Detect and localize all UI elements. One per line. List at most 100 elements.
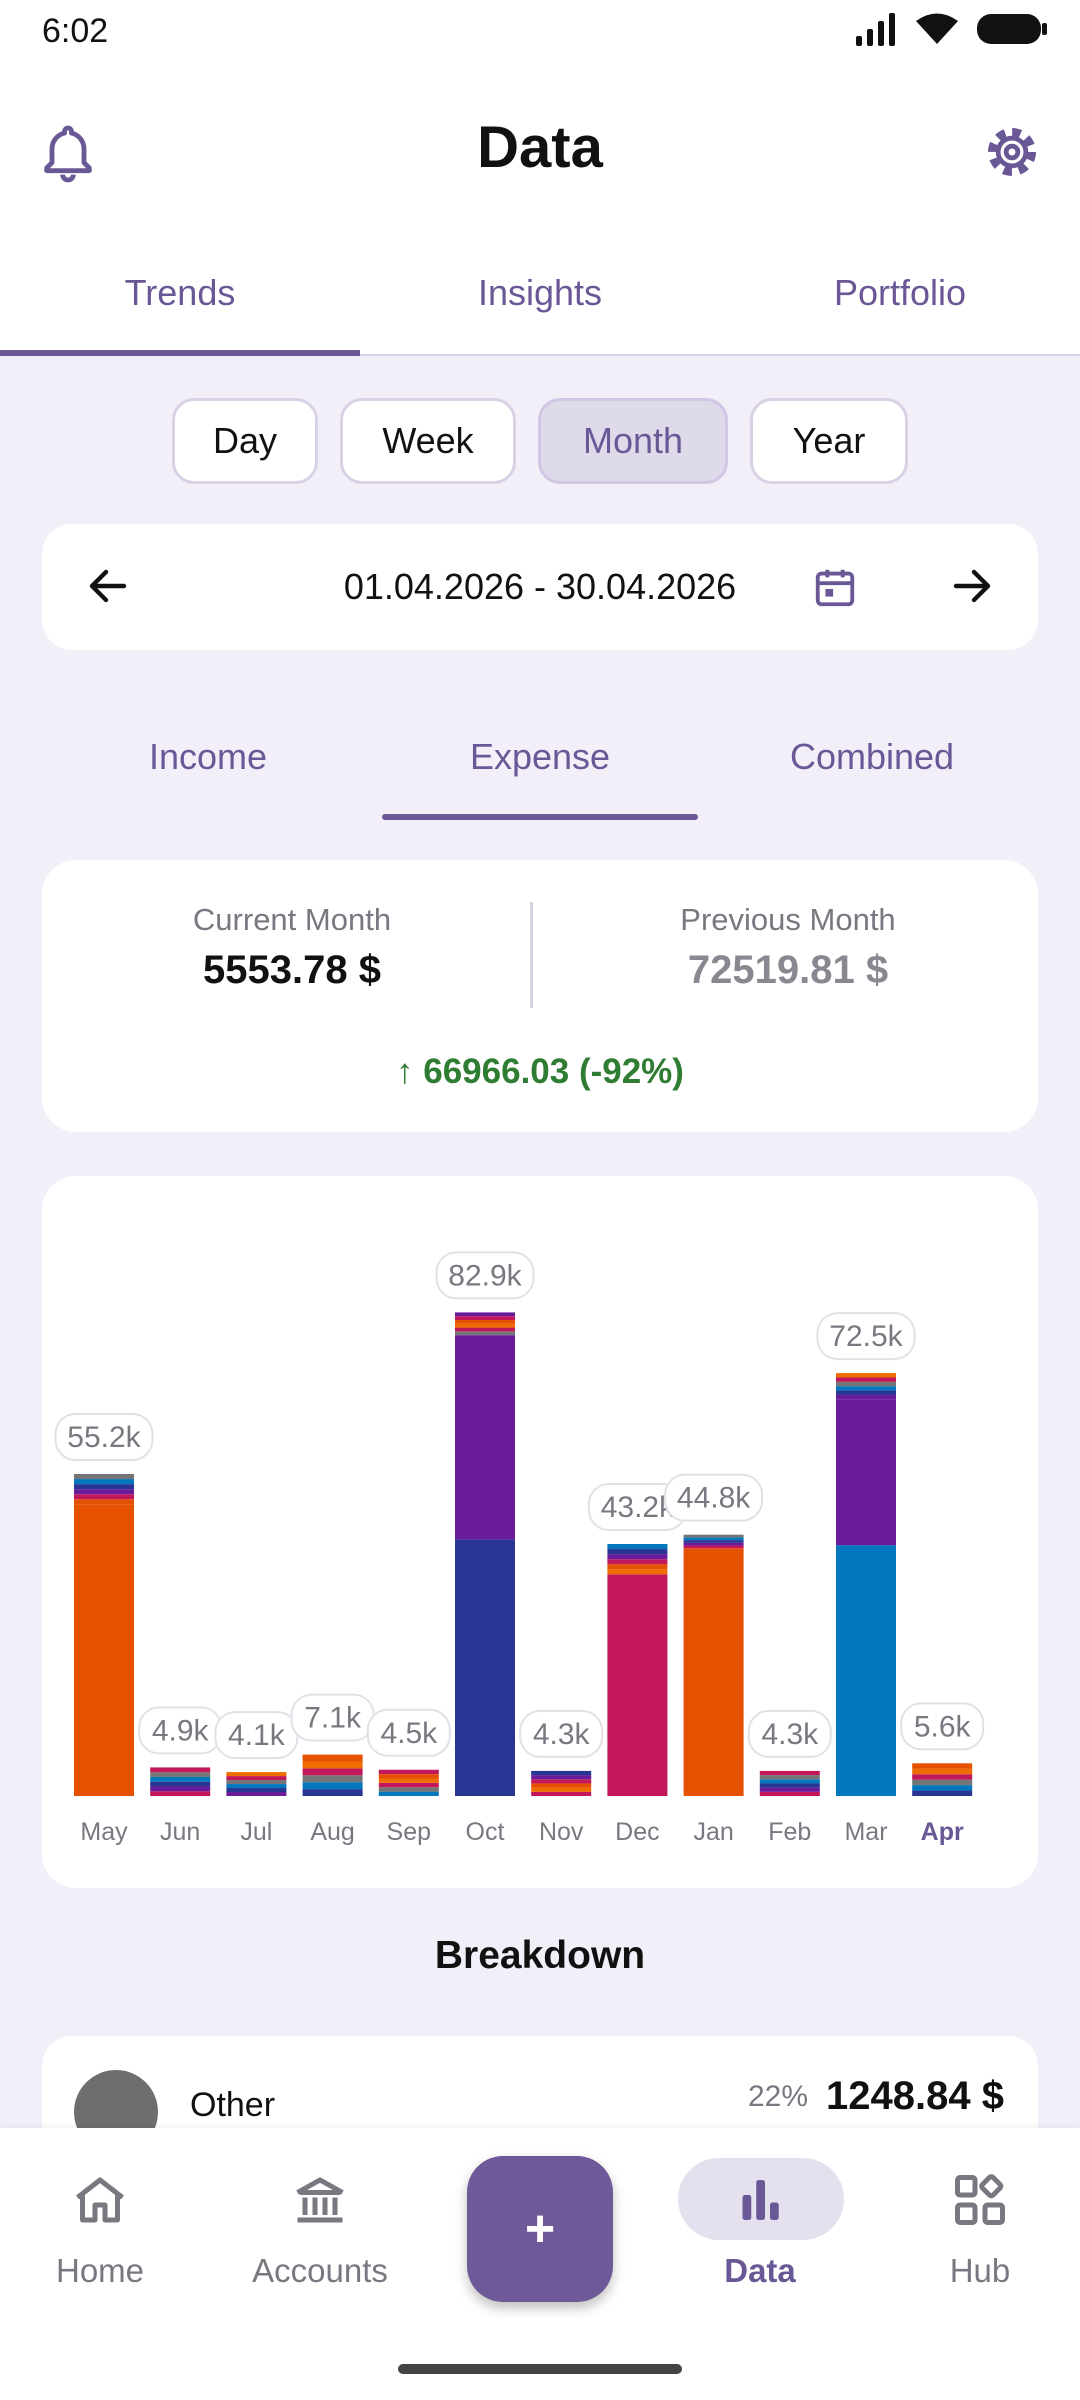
- main-tabs: Trends Insights Portfolio: [0, 230, 1080, 356]
- bar-segment: [836, 1390, 896, 1395]
- tab-insights[interactable]: Insights: [477, 272, 603, 313]
- bar-dec: [607, 1544, 668, 1796]
- home-indicator: [398, 2364, 682, 2374]
- bar-segment: [912, 1768, 973, 1775]
- x-tick-label: Oct: [466, 1818, 505, 1846]
- bar-mar: [836, 1373, 896, 1796]
- bar-segment: [683, 1534, 744, 1538]
- bar-segment: [150, 1776, 211, 1782]
- bar-segment: [455, 1327, 515, 1332]
- bell-icon[interactable]: [36, 120, 100, 184]
- x-tick-label: Feb: [768, 1818, 811, 1846]
- bar-apr: [912, 1763, 973, 1796]
- bar-segment: [226, 1780, 287, 1785]
- nav-data[interactable]: Data: [670, 2170, 850, 2290]
- tab-income[interactable]: Income: [148, 736, 268, 777]
- bar-segment: [683, 1537, 744, 1541]
- bar-segment: [150, 1781, 211, 1787]
- tab-combined[interactable]: Combined: [789, 736, 955, 777]
- grid-icon: [955, 2174, 1005, 2225]
- bar-segment: [150, 1767, 211, 1773]
- bar-chart-icon: [742, 2180, 779, 2220]
- bar-segment: [378, 1774, 439, 1779]
- x-tick-label: Jul: [240, 1818, 272, 1846]
- breakdown-item-percent: 22%: [747, 2080, 808, 2113]
- bar-segment: [226, 1792, 287, 1796]
- summary-card: Current Month 5553.78 $ Previous Month 7…: [42, 860, 1038, 1132]
- period-month-button[interactable]: Month: [538, 398, 728, 484]
- bar-segment: [302, 1761, 363, 1769]
- bar-segment: [455, 1320, 515, 1324]
- bar-segment: [150, 1786, 211, 1792]
- bar-segment: [759, 1787, 820, 1792]
- tab-expense[interactable]: Expense: [374, 700, 706, 820]
- value-label: 4.5k: [380, 1717, 438, 1750]
- nav-data-label: Data: [724, 2252, 796, 2289]
- date-range-text[interactable]: 01.04.2026 - 30.04.2026: [343, 566, 737, 607]
- breakdown-item-name: Other: [190, 2086, 276, 2124]
- period-day-button[interactable]: Day: [172, 398, 318, 484]
- bottom-nav: Home Accounts + Data Hub: [0, 2128, 1080, 2400]
- bar-jul: [226, 1772, 287, 1796]
- arrow-right-icon[interactable]: [948, 562, 996, 610]
- bar-segment: [759, 1770, 820, 1776]
- value-label-bg: [435, 1251, 535, 1300]
- x-tick-label: Jun: [160, 1818, 200, 1846]
- calendar-icon[interactable]: [812, 564, 858, 610]
- date-range-card: 01.04.2026 - 30.04.2026: [42, 524, 1038, 650]
- bar-segment: [378, 1782, 439, 1788]
- period-selector: Day Week Month Year: [0, 398, 1080, 484]
- bar-segment: [607, 1549, 668, 1555]
- tab-portfolio[interactable]: Portfolio: [833, 272, 967, 313]
- bar-segment: [378, 1769, 439, 1775]
- value-label-bg: [816, 1312, 916, 1361]
- nav-hub-label: Hub: [949, 2252, 1011, 2289]
- bar-may: [74, 1474, 134, 1796]
- bar-segment: [302, 1789, 363, 1796]
- value-label-bg: [54, 1413, 154, 1461]
- current-month-label: Current Month: [192, 902, 392, 937]
- battery-icon: [977, 14, 1047, 44]
- nav-home[interactable]: Home: [10, 2170, 190, 2290]
- x-tick-label: Dec: [615, 1818, 659, 1846]
- bar-segment: [74, 1494, 134, 1500]
- x-tick-label: May: [80, 1818, 128, 1846]
- nav-hub[interactable]: Hub: [890, 2170, 1070, 2290]
- value-label-bg: [747, 1709, 832, 1758]
- bar-segment: [74, 1474, 134, 1480]
- bar-segment: [836, 1399, 896, 1546]
- current-month-summary: Current Month 5553.78 $: [62, 902, 522, 993]
- bar-segment: [531, 1770, 592, 1776]
- value-label-bg: [900, 1702, 985, 1751]
- bar-segment: [226, 1788, 287, 1793]
- bar-segment: [226, 1784, 287, 1789]
- gear-icon[interactable]: [980, 120, 1044, 184]
- period-week-button[interactable]: Week: [340, 398, 516, 484]
- bar-segment: [455, 1312, 515, 1317]
- bar-segment: [683, 1551, 744, 1796]
- add-transaction-button[interactable]: +: [467, 2156, 613, 2302]
- breakdown-item-amount: 1248.84 $: [826, 2074, 1004, 2118]
- tab-trends[interactable]: Trends: [0, 230, 360, 356]
- summary-divider: [530, 902, 533, 1008]
- bar-segment: [455, 1539, 515, 1796]
- bar-segment: [455, 1331, 515, 1336]
- bar-segment: [836, 1545, 896, 1796]
- bar-segment: [912, 1790, 973, 1796]
- bar-segment: [531, 1783, 592, 1788]
- bar-oct: [455, 1312, 515, 1796]
- bar-segment: [74, 1499, 134, 1505]
- nav-accounts[interactable]: Accounts: [230, 2170, 410, 2290]
- bar-segment: [226, 1772, 287, 1777]
- bar-segment: [74, 1479, 134, 1485]
- arrow-left-icon[interactable]: [84, 562, 132, 610]
- bar-nov: [531, 1770, 592, 1796]
- bar-segment: [74, 1489, 134, 1495]
- previous-month-label: Previous Month: [680, 902, 896, 937]
- expense-bar-chart[interactable]: 55.2k May 4.9k Jun 4.1k Jul 7.1k Aug 4.5k Sep 82.9…: [42, 1176, 1038, 1888]
- bar-segment: [836, 1386, 896, 1391]
- value-label-bg: [519, 1709, 604, 1758]
- period-year-button[interactable]: Year: [750, 398, 908, 484]
- value-label: 4.3k: [533, 1718, 591, 1751]
- current-month-value: 5553.78 $: [203, 948, 381, 992]
